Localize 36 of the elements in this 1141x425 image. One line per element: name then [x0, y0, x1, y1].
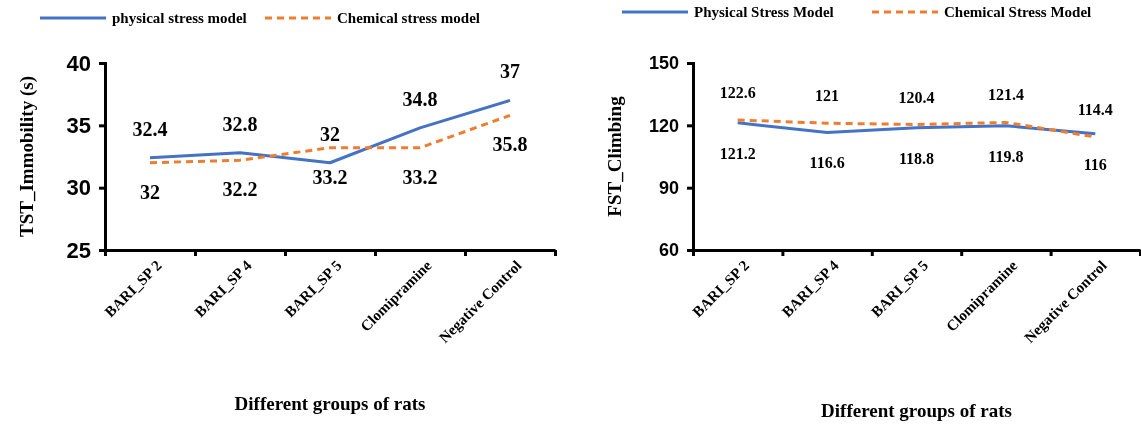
legend-label: Physical Stress Model [694, 4, 834, 20]
data-label: 116 [1083, 155, 1107, 173]
x-axis-title: Different groups of rats [234, 393, 426, 414]
data-label: 122.6 [719, 83, 756, 101]
data-label: 120.4 [898, 88, 935, 106]
data-label: 121 [815, 87, 840, 105]
legend-label: Chemical Stress Model [944, 4, 1092, 20]
data-label: 35.8 [492, 133, 528, 156]
y-tick-label: 150 [648, 53, 679, 74]
data-label: 32.4 [132, 117, 168, 140]
data-label: 121.4 [987, 86, 1024, 104]
y-tick-label: 90 [658, 177, 679, 198]
y-tick-label: 60 [658, 240, 679, 261]
data-label: 118.8 [898, 149, 935, 167]
data-label: 116.6 [809, 154, 845, 172]
x-axis-title: Different groups of rats [821, 400, 1012, 421]
data-label: 32.2 [222, 178, 258, 201]
y-tick-label: 40 [66, 50, 91, 76]
legend-label: physical stress model [112, 10, 247, 26]
data-label: 32 [140, 180, 160, 203]
data-label: 33.2 [312, 165, 348, 188]
y-tick-label: 30 [66, 175, 91, 201]
data-label: 32 [320, 122, 340, 145]
data-label: 119.8 [988, 147, 1024, 165]
data-label: 114.4 [1077, 100, 1113, 118]
y-tick-label: 35 [66, 112, 91, 138]
data-label: 34.8 [402, 87, 438, 110]
legend-label: Chemical stress model [337, 10, 481, 26]
y-tick-label: 25 [66, 237, 91, 263]
y-axis-title: FST_Climbing [604, 95, 625, 217]
data-label: 121.2 [719, 144, 756, 162]
y-axis-title: TST_Immobility (s) [16, 76, 38, 237]
data-label: 33.2 [402, 165, 438, 188]
data-label: 37 [500, 60, 520, 83]
data-label: 32.8 [222, 112, 258, 135]
y-tick-label: 120 [648, 115, 679, 136]
